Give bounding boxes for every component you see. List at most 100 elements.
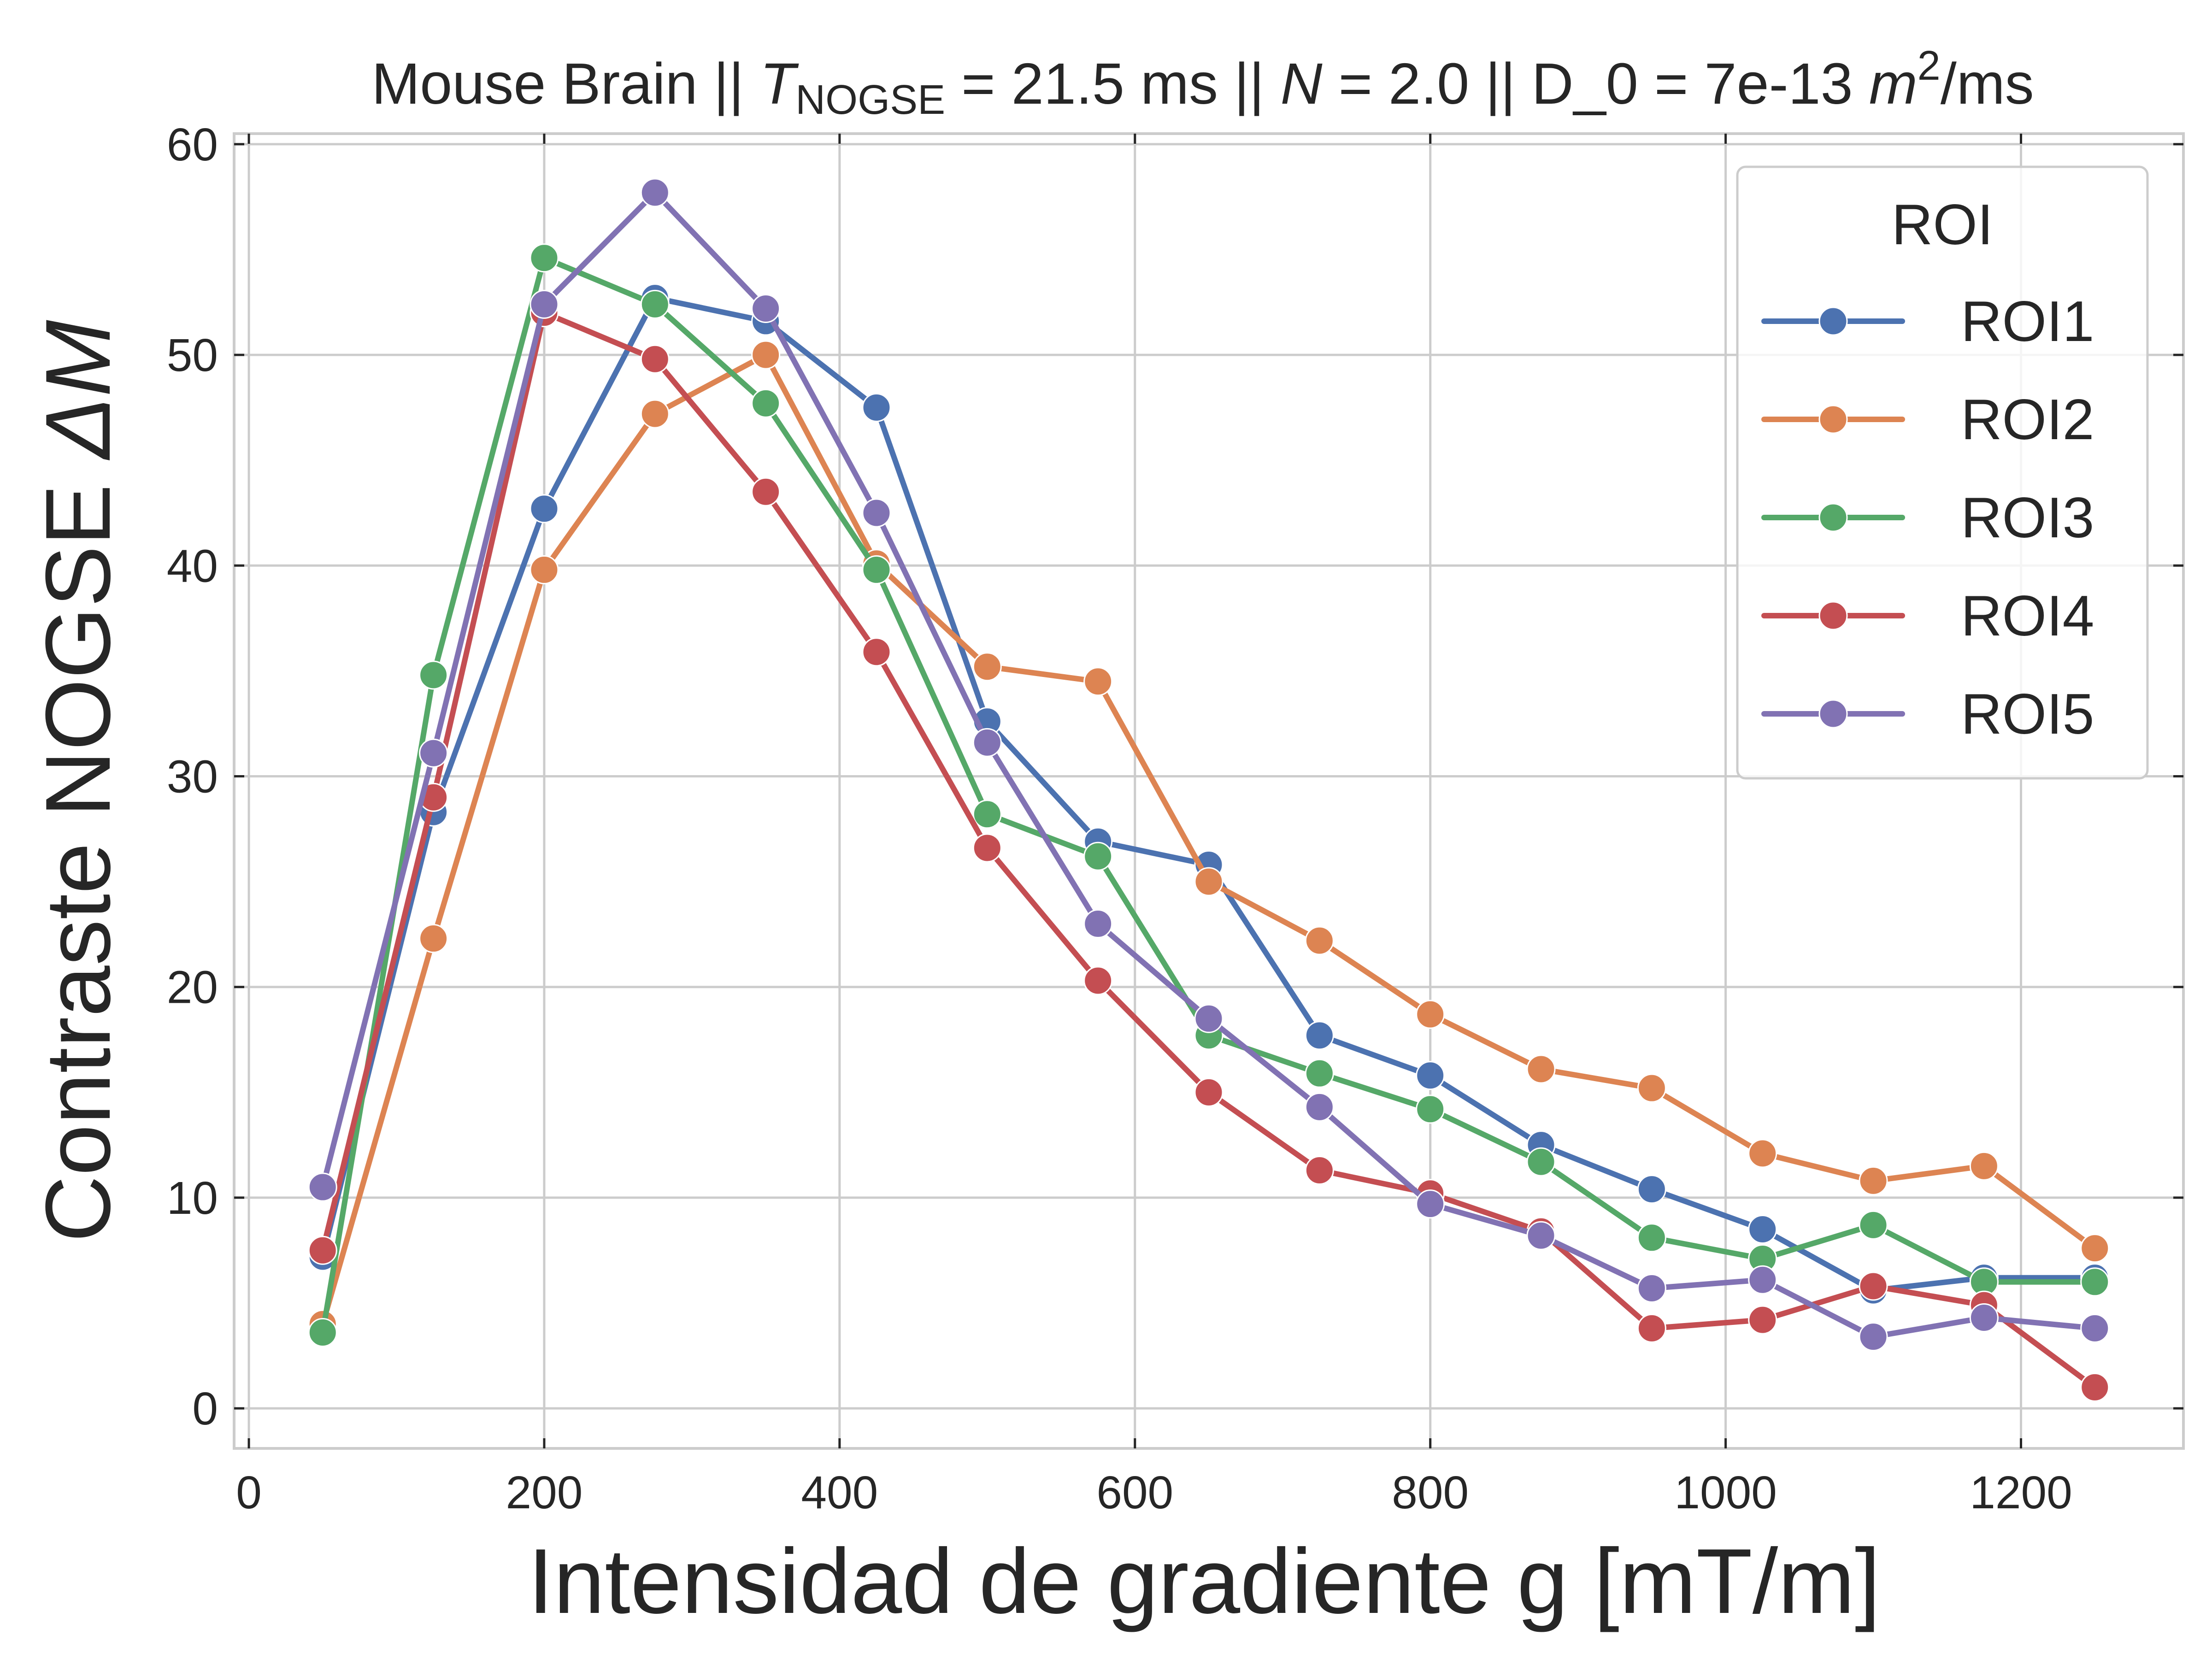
data-point — [308, 1235, 337, 1265]
data-point — [1194, 1077, 1224, 1107]
data-point — [1969, 1303, 1999, 1333]
data-point — [2080, 1372, 2110, 1402]
data-point — [419, 738, 448, 768]
legend-title: ROI — [1892, 193, 1993, 257]
x-tick-label: 200 — [506, 1467, 583, 1518]
title-t-value: = 21.5 ms || — [945, 51, 1280, 116]
data-point — [972, 652, 1002, 682]
data-point — [1637, 1223, 1666, 1253]
data-point — [751, 388, 781, 418]
legend-item-roi2: ROI2 — [1761, 388, 2094, 452]
legend-item-roi1: ROI1 — [1761, 290, 2094, 353]
data-point — [529, 555, 559, 584]
data-point — [419, 660, 448, 690]
title-t-subscript: NOGSE — [795, 77, 945, 123]
y-tick-label: 0 — [192, 1383, 218, 1435]
data-point — [419, 924, 448, 953]
legend-swatch-marker — [1818, 306, 1848, 336]
legend-entries: ROI1 ROI2 ROI3 ROI4 ROI5 — [1761, 290, 2094, 746]
legend-swatch-marker — [1818, 699, 1848, 729]
legend-label: ROI3 — [1961, 486, 2094, 550]
data-point — [308, 1172, 337, 1202]
legend-item-roi4: ROI4 — [1761, 584, 2094, 648]
data-point — [1526, 1054, 1556, 1084]
x-tick-label: 800 — [1392, 1467, 1469, 1518]
legend-label: ROI1 — [1961, 290, 2094, 353]
legend: ROI ROI1 ROI2 ROI3 ROI4 ROI5 — [1736, 165, 2149, 780]
y-tick-label: 20 — [167, 962, 218, 1013]
data-point — [640, 178, 670, 207]
series-roi2 — [308, 340, 2110, 1339]
y-axis-title: Contraste NOGSE ΔM — [27, 320, 129, 1242]
legend-swatch-marker — [1818, 601, 1848, 630]
title-n-value: = 2.0 || D_0 = 7e-13 — [1322, 51, 1869, 116]
ticks: 0 200 400 600 800 1000 1200 0 10 20 30 40 50 60 — [167, 119, 2183, 1518]
y-tick-label: 30 — [167, 751, 218, 802]
y-tick-label: 40 — [167, 540, 218, 592]
data-point — [1416, 1189, 1445, 1219]
series-layer — [308, 178, 2110, 1402]
data-point — [640, 399, 670, 429]
legend-label: ROI5 — [1961, 682, 2094, 746]
data-point — [1194, 1004, 1224, 1033]
data-point — [1748, 1215, 1777, 1244]
y-tick-label: 50 — [167, 329, 218, 381]
data-point — [1859, 1210, 1888, 1240]
data-point — [1637, 1274, 1666, 1303]
data-point — [1305, 926, 1334, 955]
data-point — [1416, 1061, 1445, 1090]
title-unit-tail: /ms — [1941, 51, 2034, 116]
data-point — [862, 498, 891, 528]
data-point — [1748, 1265, 1777, 1294]
data-point — [1748, 1305, 1777, 1335]
data-point — [1305, 1092, 1334, 1122]
title-prefix: Mouse Brain || — [371, 51, 760, 116]
data-point — [308, 1318, 337, 1347]
data-point — [529, 494, 559, 524]
data-point — [1748, 1139, 1777, 1168]
plot-frame — [233, 132, 2185, 1450]
y-tick-label: 60 — [167, 119, 218, 171]
data-point — [972, 800, 1002, 829]
data-point — [1637, 1313, 1666, 1343]
data-point — [751, 340, 781, 370]
x-tick-label: 1000 — [1674, 1467, 1777, 1518]
title-n-symbol: N — [1280, 51, 1323, 116]
data-point — [529, 243, 559, 273]
data-point — [1526, 1221, 1556, 1250]
data-point — [1859, 1166, 1888, 1195]
data-point — [1526, 1147, 1556, 1177]
data-point — [862, 393, 891, 422]
data-point — [1305, 1155, 1334, 1185]
legend-item-roi3: ROI3 — [1761, 486, 2094, 550]
data-point — [1859, 1322, 1888, 1352]
data-point — [1305, 1059, 1334, 1088]
y-tick-label: 10 — [167, 1172, 218, 1224]
data-point — [640, 289, 670, 319]
title-unit-base: m — [1869, 51, 1918, 116]
series-roi5 — [308, 178, 2110, 1352]
y-axis-title-symbol: ΔM — [27, 320, 129, 460]
x-tick-label: 400 — [801, 1467, 878, 1518]
data-point — [1083, 667, 1113, 696]
data-point — [862, 637, 891, 667]
legend-swatch-marker — [1818, 503, 1848, 532]
data-point — [972, 833, 1002, 863]
data-point — [1305, 1021, 1334, 1050]
legend-label: ROI4 — [1961, 584, 2094, 648]
x-tick-label: 600 — [1096, 1467, 1173, 1518]
data-point — [862, 555, 891, 584]
x-axis-title: Intensidad de gradiente g [mT/m] — [528, 1530, 1881, 1633]
data-point — [2080, 1313, 2110, 1343]
data-point — [1083, 909, 1113, 939]
data-point — [1416, 1000, 1445, 1029]
data-point — [1416, 1094, 1445, 1124]
data-point — [1083, 966, 1113, 995]
data-point — [1637, 1073, 1666, 1103]
legend-label: ROI2 — [1961, 388, 2094, 452]
data-point — [1859, 1271, 1888, 1301]
data-point — [1637, 1175, 1666, 1204]
data-point — [1083, 841, 1113, 871]
